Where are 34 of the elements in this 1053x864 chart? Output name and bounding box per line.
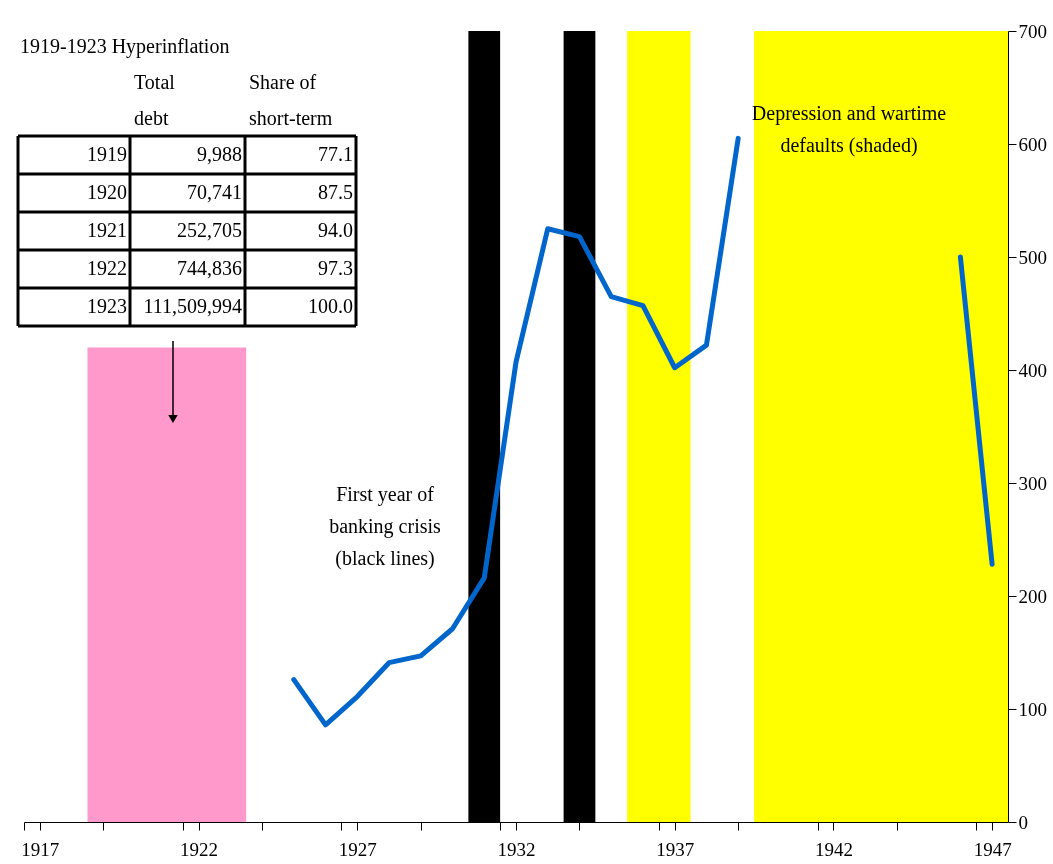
annotation: 744,836 bbox=[177, 257, 242, 279]
annotation: 1919-1923 Hyperinflation bbox=[20, 35, 230, 58]
x-tick-label: 1942 bbox=[814, 838, 853, 860]
annotation: Total debt bbox=[134, 71, 176, 129]
annotation: 9,988 bbox=[197, 143, 242, 165]
x-tick-label: 1927 bbox=[338, 838, 377, 860]
y-tick-label: 300 bbox=[1018, 472, 1047, 494]
x-tick-label: 1917 bbox=[21, 838, 60, 860]
annotation: 1922 bbox=[87, 257, 127, 279]
annotation: 1923 bbox=[87, 295, 127, 317]
annotation: 100.0 bbox=[308, 295, 353, 317]
y-tick-label: 600 bbox=[1018, 133, 1047, 155]
y-tick-label: 400 bbox=[1018, 359, 1047, 381]
annotation: 77.1 bbox=[318, 143, 353, 165]
annotation: First year of banking crisis (black lines) bbox=[329, 483, 442, 570]
y-tick-label: 500 bbox=[1018, 246, 1047, 268]
annotation: 252,705 bbox=[177, 219, 242, 241]
annotation: 1921 bbox=[87, 219, 127, 241]
annotation: 94.0 bbox=[318, 219, 353, 241]
x-tick-label: 1932 bbox=[497, 838, 536, 860]
x-tick-label: 1947 bbox=[973, 838, 1012, 860]
annotation: 111,509,994 bbox=[143, 295, 242, 317]
annotation: 1919 bbox=[87, 143, 127, 165]
y-tick-label: 200 bbox=[1018, 585, 1047, 607]
annotation: 70,741 bbox=[187, 181, 242, 203]
annotation: Share of short-term bbox=[249, 71, 333, 129]
x-tick-label: 1922 bbox=[180, 838, 219, 860]
annotation: 87.5 bbox=[318, 181, 353, 203]
annotation: 1920 bbox=[87, 181, 127, 203]
y-tick-label: 100 bbox=[1018, 698, 1047, 720]
x-tick-label: 1937 bbox=[656, 838, 695, 860]
annotation: 97.3 bbox=[318, 257, 353, 279]
y-tick-label: 0 bbox=[1018, 811, 1028, 833]
y-tick-label: 700 bbox=[1018, 20, 1047, 42]
